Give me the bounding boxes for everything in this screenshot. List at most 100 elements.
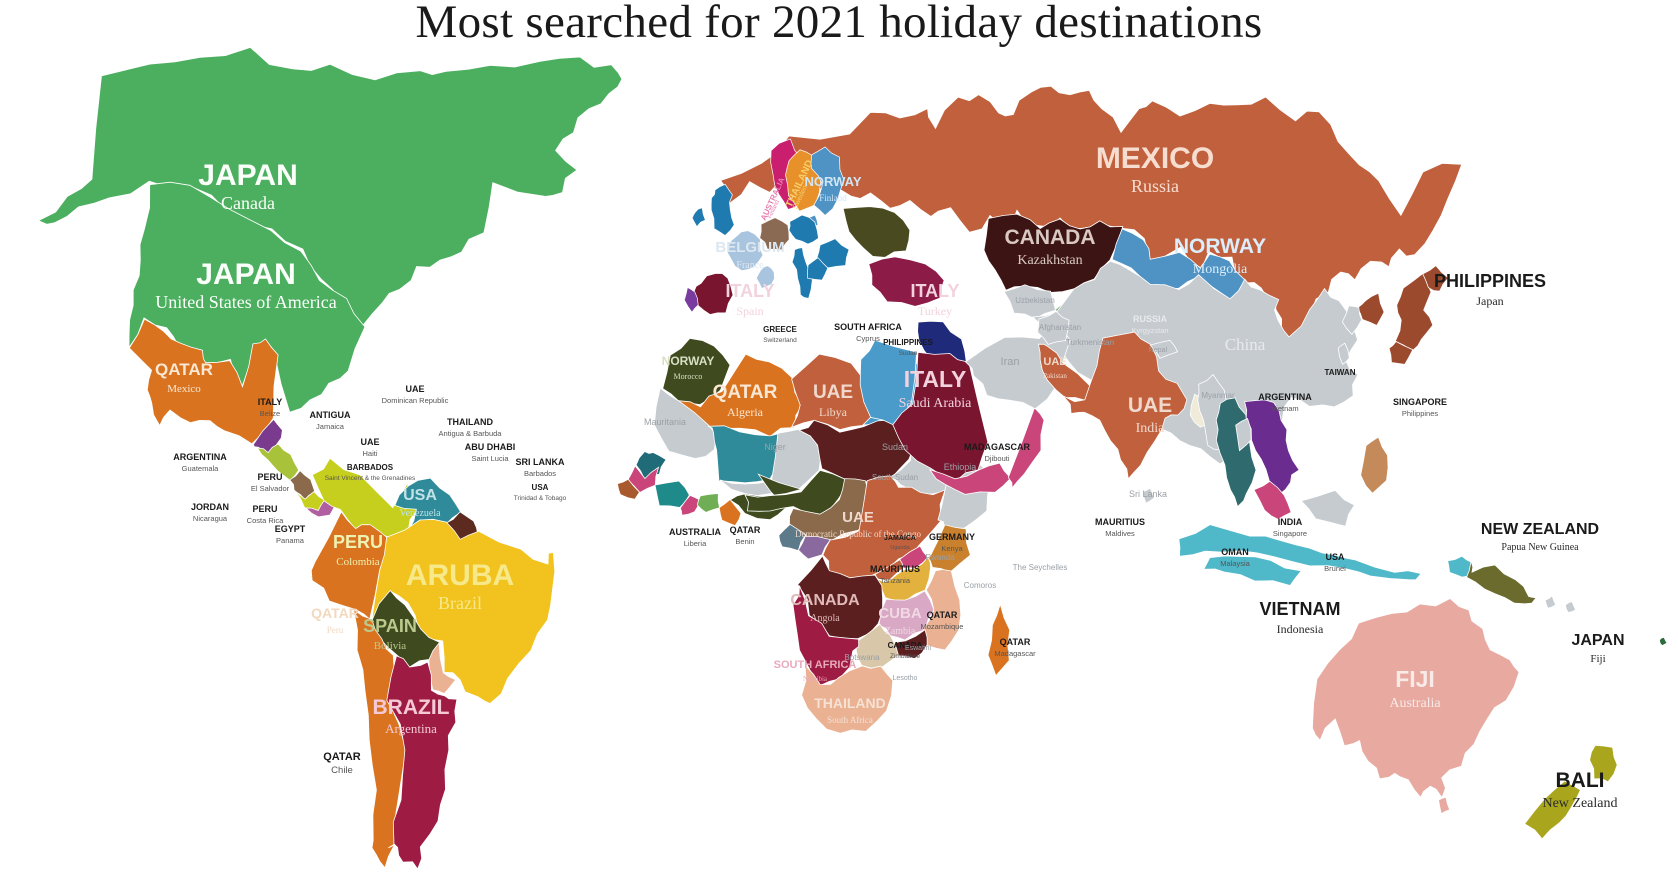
svg-text:UAE: UAE xyxy=(1043,356,1066,368)
svg-text:Turkmenistan: Turkmenistan xyxy=(1066,338,1114,347)
svg-text:Australia: Australia xyxy=(1389,696,1441,711)
svg-text:Russia: Russia xyxy=(1131,176,1179,196)
svg-text:Brunei: Brunei xyxy=(1324,564,1346,573)
svg-text:Lesotho: Lesotho xyxy=(893,675,918,682)
svg-text:Cyprus: Cyprus xyxy=(856,334,880,343)
svg-text:Niger: Niger xyxy=(764,442,786,452)
svg-text:JAMAICA: JAMAICA xyxy=(884,535,916,542)
svg-text:Mongolia: Mongolia xyxy=(1193,262,1248,277)
svg-text:France: France xyxy=(736,260,764,271)
svg-text:Djibouti: Djibouti xyxy=(984,454,1009,463)
svg-text:UAE: UAE xyxy=(842,509,874,526)
svg-text:CANADA: CANADA xyxy=(1005,226,1096,249)
svg-text:ARUBA: ARUBA xyxy=(406,559,514,592)
svg-text:CUBA: CUBA xyxy=(878,605,921,622)
svg-text:Malaysia: Malaysia xyxy=(1220,559,1250,568)
svg-text:Zambia: Zambia xyxy=(885,626,916,637)
svg-text:Mexico: Mexico xyxy=(167,383,201,395)
svg-text:MADAGASCAR: MADAGASCAR xyxy=(964,442,1030,452)
svg-text:Botswana: Botswana xyxy=(844,653,880,662)
svg-text:Papua New Guinea: Papua New Guinea xyxy=(1501,542,1579,553)
svg-text:UAE: UAE xyxy=(405,384,424,394)
svg-text:Brazil: Brazil xyxy=(438,593,482,613)
svg-text:ITALY: ITALY xyxy=(910,281,959,301)
svg-text:QATAR: QATAR xyxy=(713,382,778,403)
svg-text:UAE: UAE xyxy=(813,382,853,403)
svg-text:THAILAND: THAILAND xyxy=(814,695,886,711)
svg-text:Bolivia: Bolivia xyxy=(374,640,407,652)
svg-text:Haiti: Haiti xyxy=(362,449,377,458)
svg-text:Colombia: Colombia xyxy=(336,556,380,568)
svg-text:PHILIPPINES: PHILIPPINES xyxy=(1434,271,1546,291)
svg-text:Barbados: Barbados xyxy=(524,469,556,478)
svg-text:Namibia: Namibia xyxy=(803,675,828,683)
svg-text:ANTIGUA: ANTIGUA xyxy=(310,410,351,420)
svg-text:BRAZIL: BRAZIL xyxy=(373,696,450,719)
svg-text:South Sudan: South Sudan xyxy=(872,473,918,482)
svg-text:Zimbabwe: Zimbabwe xyxy=(890,653,920,660)
svg-text:Ethiopia: Ethiopia xyxy=(944,462,977,472)
svg-text:JAPAN: JAPAN xyxy=(1571,632,1624,649)
svg-text:Mauritania: Mauritania xyxy=(644,417,686,427)
svg-text:INDIA: INDIA xyxy=(1278,517,1303,527)
svg-text:SRI LANKA: SRI LANKA xyxy=(516,457,565,467)
svg-text:Rwanda: Rwanda xyxy=(925,553,955,562)
svg-text:MEXICO: MEXICO xyxy=(1096,142,1214,175)
svg-text:United States of America: United States of America xyxy=(155,292,336,312)
svg-text:Vietnam: Vietnam xyxy=(1271,404,1298,413)
svg-text:India: India xyxy=(1136,421,1166,436)
svg-text:NORWAY: NORWAY xyxy=(804,174,861,189)
svg-text:Guatemala: Guatemala xyxy=(182,464,220,473)
svg-text:NORWAY: NORWAY xyxy=(662,354,715,368)
svg-text:Mozambique: Mozambique xyxy=(921,622,964,631)
svg-text:OMAN: OMAN xyxy=(1221,547,1249,557)
svg-text:NEW ZEALAND: NEW ZEALAND xyxy=(1481,521,1599,538)
svg-text:QATAR: QATAR xyxy=(155,360,213,379)
svg-text:Madagascar: Madagascar xyxy=(994,649,1036,658)
svg-text:Uganda: Uganda xyxy=(890,545,910,551)
svg-text:AUSTRALIA: AUSTRALIA xyxy=(669,527,721,537)
svg-text:Japan: Japan xyxy=(1476,294,1503,308)
svg-text:Philippines: Philippines xyxy=(1402,409,1439,418)
svg-text:Kazakhstan: Kazakhstan xyxy=(1017,253,1082,268)
svg-text:Nepal: Nepal xyxy=(1149,347,1168,354)
svg-text:ITALY: ITALY xyxy=(904,366,967,392)
svg-text:Morocco: Morocco xyxy=(674,372,703,381)
svg-text:QATAR: QATAR xyxy=(323,751,361,763)
svg-text:Sudan: Sudan xyxy=(882,442,908,452)
svg-text:BALI: BALI xyxy=(1556,769,1605,792)
svg-text:Myanmar: Myanmar xyxy=(1201,391,1235,400)
svg-text:Eswatini: Eswatini xyxy=(905,645,932,652)
svg-text:USA: USA xyxy=(403,487,437,504)
svg-text:QATAR: QATAR xyxy=(311,605,359,621)
svg-text:Sudan: Sudan xyxy=(899,350,918,357)
svg-text:Iran: Iran xyxy=(1001,356,1020,368)
svg-text:SPAIN: SPAIN xyxy=(363,616,417,636)
svg-text:BELGIUM: BELGIUM xyxy=(715,239,784,256)
svg-text:China: China xyxy=(1225,335,1266,354)
svg-text:Saudi Arabia: Saudi Arabia xyxy=(899,396,972,411)
svg-text:Singapore: Singapore xyxy=(1273,529,1307,538)
svg-text:THAILAND: THAILAND xyxy=(447,417,493,427)
svg-text:Switzerland: Switzerland xyxy=(763,337,797,344)
svg-text:Kenya: Kenya xyxy=(941,544,963,553)
svg-text:Indonesia: Indonesia xyxy=(1277,622,1324,636)
svg-text:Sri Lanka: Sri Lanka xyxy=(1129,489,1167,499)
svg-text:Comoros: Comoros xyxy=(964,581,996,590)
svg-text:USA: USA xyxy=(1325,552,1345,562)
svg-text:Tanzania: Tanzania xyxy=(880,576,911,585)
svg-text:MAURITIUS: MAURITIUS xyxy=(1095,517,1145,527)
svg-text:Saint Lucia: Saint Lucia xyxy=(471,454,509,463)
svg-text:Libya: Libya xyxy=(819,405,848,419)
svg-text:Belize: Belize xyxy=(260,409,280,418)
svg-text:Maldives: Maldives xyxy=(1105,529,1135,538)
svg-text:Venezuela: Venezuela xyxy=(399,508,441,519)
svg-text:VIETNAM: VIETNAM xyxy=(1260,599,1341,619)
svg-text:Saint Vincent & the Grenadines: Saint Vincent & the Grenadines xyxy=(325,475,416,482)
svg-text:SINGAPORE: SINGAPORE xyxy=(1393,397,1447,407)
svg-text:ARGENTINA: ARGENTINA xyxy=(173,452,227,462)
svg-text:UAE: UAE xyxy=(360,437,379,447)
svg-text:PHILIPPINES: PHILIPPINES xyxy=(883,338,933,347)
svg-text:QATAR: QATAR xyxy=(730,525,761,535)
svg-text:TAIWAN: TAIWAN xyxy=(1325,368,1356,377)
